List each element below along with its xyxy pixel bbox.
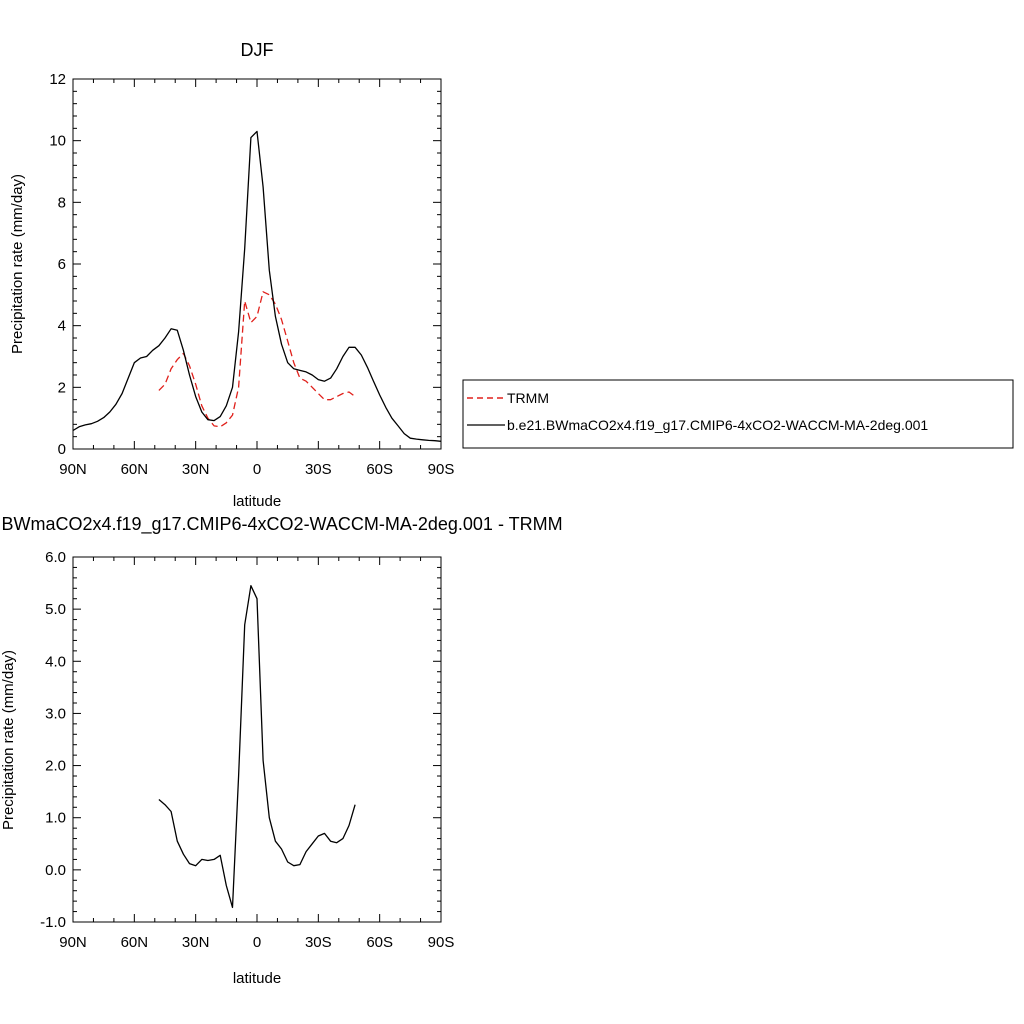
bottom-xtick-label: 90S <box>428 934 455 951</box>
bottom-xtick-label: 60N <box>121 934 149 951</box>
top-ytick-label: 2 <box>58 379 66 396</box>
bottom-chart-title: b.e21.BWmaCO2x4.f19_g17.CMIP6-4xCO2-WACC… <box>0 514 563 535</box>
bottom-chart-frame <box>72 556 442 923</box>
top-chart-ticks: 90N 60N 30N 0 30S 60S 90S 0 2 4 6 8 10 12 <box>49 71 454 478</box>
top-chart-xlabel: latitude <box>233 493 281 510</box>
top-ytick-label: 0 <box>58 441 66 458</box>
bottom-ytick-label: -1.0 <box>40 914 66 931</box>
legend-label-model: b.e21.BWmaCO2x4.f19_g17.CMIP6-4xCO2-WACC… <box>507 417 928 433</box>
legend-box <box>462 379 1014 449</box>
bottom-xtick-label: 60S <box>366 934 393 951</box>
top-xtick-label: 30S <box>305 461 332 478</box>
top-ytick-label: 8 <box>58 194 66 211</box>
bottom-series-model <box>158 585 356 909</box>
top-chart-title: DJF <box>241 40 274 60</box>
bottom-chart-ylabel: Precipitation rate (mm/day) <box>0 650 17 830</box>
top-xtick-label: 90N <box>59 461 87 478</box>
top-ytick-label: 10 <box>49 133 66 150</box>
top-ytick-label: 6 <box>58 256 66 273</box>
top-ytick-label: 12 <box>49 71 66 88</box>
top-series-trmm <box>158 291 356 428</box>
legend-label-trmm: TRMM <box>507 390 549 406</box>
top-chart-ylabel: Precipitation rate (mm/day) <box>9 174 26 354</box>
legend: TRMM b.e21.BWmaCO2x4.f19_g17.CMIP6-4xCO2… <box>462 379 1014 449</box>
bottom-ytick-label: 1.0 <box>45 810 66 827</box>
top-chart-frame <box>72 78 442 450</box>
top-xtick-label: 0 <box>253 461 261 478</box>
top-chart-series <box>72 130 442 442</box>
bottom-ytick-label: 0.0 <box>45 862 66 879</box>
top-xtick-label: 30N <box>182 461 210 478</box>
bottom-ytick-label: 4.0 <box>45 653 66 670</box>
top-xtick-label: 60S <box>366 461 393 478</box>
bottom-ytick-label: 2.0 <box>45 758 66 775</box>
bottom-chart: b.e21.BWmaCO2x4.f19_g17.CMIP6-4xCO2-WACC… <box>0 514 563 987</box>
bottom-ytick-label: 5.0 <box>45 601 66 618</box>
bottom-xtick-label: 30N <box>182 934 210 951</box>
bottom-chart-ticks: 90N 60N 30N 0 30S 60S 90S -1.0 0.0 1.0 2.0 3.0 4.0 5.… <box>40 549 454 951</box>
bottom-xtick-label: 90N <box>59 934 87 951</box>
bottom-xtick-label: 0 <box>253 934 261 951</box>
top-xtick-label: 60N <box>121 461 149 478</box>
bottom-ytick-label: 6.0 <box>45 549 66 566</box>
bottom-chart-xlabel: latitude <box>233 970 281 987</box>
top-series-model <box>72 130 442 442</box>
top-xtick-label: 90S <box>428 461 455 478</box>
top-chart: DJF 90N 60N 30N 0 30S 60S 90S 0 2 4 6 8 10 12 latitud… <box>9 40 454 510</box>
bottom-chart-series <box>158 585 356 909</box>
bottom-xtick-label: 30S <box>305 934 332 951</box>
top-ytick-label: 4 <box>58 318 66 335</box>
bottom-ytick-label: 3.0 <box>45 705 66 722</box>
